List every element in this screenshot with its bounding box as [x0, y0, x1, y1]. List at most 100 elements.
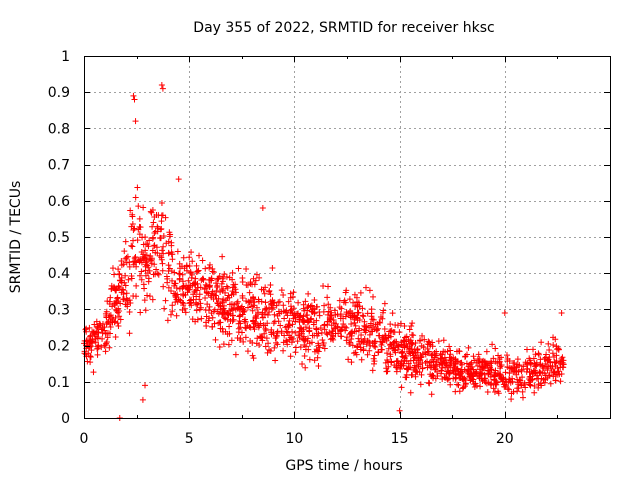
x-tick-label: 5 — [185, 431, 194, 447]
y-tick-label: 0.6 — [48, 194, 70, 210]
data-point — [501, 310, 508, 317]
data-point — [484, 367, 491, 374]
data-point — [124, 303, 131, 310]
data-point — [152, 271, 159, 278]
data-point — [483, 348, 490, 355]
data-point — [496, 356, 503, 363]
data-point — [82, 351, 89, 358]
data-point — [158, 225, 165, 232]
data-point — [485, 370, 492, 377]
data-point — [158, 199, 165, 206]
data-point — [166, 265, 173, 272]
data-point — [549, 350, 556, 357]
data-point — [290, 315, 297, 322]
data-point — [134, 184, 141, 191]
data-point — [251, 320, 258, 327]
data-point — [304, 307, 311, 314]
data-point — [198, 315, 205, 322]
data-point — [342, 299, 349, 306]
data-point — [370, 316, 377, 323]
data-point — [102, 348, 109, 355]
data-point — [278, 287, 285, 294]
data-point — [553, 358, 560, 365]
data-point — [273, 302, 280, 309]
data-point — [136, 215, 143, 222]
data-point — [514, 356, 521, 363]
data-point — [357, 289, 364, 296]
data-point — [133, 293, 140, 300]
data-point — [367, 342, 374, 349]
data-point — [106, 301, 113, 308]
data-point — [359, 312, 366, 319]
data-point — [374, 321, 381, 328]
data-point — [336, 297, 343, 304]
data-point — [452, 360, 459, 367]
data-point — [176, 260, 183, 267]
data-point — [103, 313, 110, 320]
data-point — [172, 292, 179, 299]
data-point — [405, 338, 412, 345]
data-point — [168, 239, 175, 246]
data-point — [220, 302, 227, 309]
data-point — [379, 315, 386, 322]
data-point — [253, 340, 260, 347]
data-point — [424, 341, 431, 348]
data-point — [316, 344, 323, 351]
data-point — [193, 262, 200, 269]
data-point — [394, 322, 401, 329]
data-point — [138, 276, 145, 283]
y-tick-label: 0 — [61, 411, 70, 427]
data-point — [391, 338, 398, 345]
data-point — [206, 264, 213, 271]
data-point — [249, 281, 256, 288]
data-point — [325, 283, 332, 290]
y-tick-label: 0.8 — [48, 121, 70, 137]
data-point — [151, 229, 158, 236]
data-point — [187, 268, 194, 275]
data-point — [196, 306, 203, 313]
data-point — [239, 307, 246, 314]
data-point — [274, 312, 281, 319]
data-point — [508, 396, 515, 403]
data-point — [412, 373, 419, 380]
data-point — [491, 372, 498, 379]
data-point — [214, 284, 221, 291]
data-point — [125, 276, 132, 283]
data-point — [131, 258, 138, 265]
data-point — [429, 351, 436, 358]
data-point — [224, 295, 231, 302]
data-point — [474, 355, 481, 362]
data-point — [246, 289, 253, 296]
data-point — [473, 382, 480, 389]
data-point — [355, 335, 362, 342]
data-point — [128, 242, 135, 249]
data-point — [174, 248, 181, 255]
data-point — [221, 271, 228, 278]
grid-lines — [84, 56, 610, 418]
data-point — [375, 349, 382, 356]
data-point — [128, 272, 135, 279]
data-point — [402, 354, 409, 361]
data-point — [453, 365, 460, 372]
data-point — [220, 285, 227, 292]
data-point — [300, 313, 307, 320]
data-point — [227, 318, 234, 325]
data-point — [407, 364, 414, 371]
data-point — [481, 375, 488, 382]
data-point — [391, 347, 398, 354]
data-point — [253, 304, 260, 311]
data-point — [142, 241, 149, 248]
data-point — [157, 235, 164, 242]
data-point — [232, 306, 239, 313]
data-point — [249, 352, 256, 359]
data-point — [126, 259, 133, 266]
data-point — [505, 386, 512, 393]
data-points — [81, 81, 567, 421]
data-point — [354, 315, 361, 322]
data-point — [259, 205, 266, 212]
data-point — [271, 318, 278, 325]
data-point — [311, 348, 318, 355]
data-point — [258, 286, 265, 293]
data-point — [334, 324, 341, 331]
data-point — [465, 363, 472, 370]
